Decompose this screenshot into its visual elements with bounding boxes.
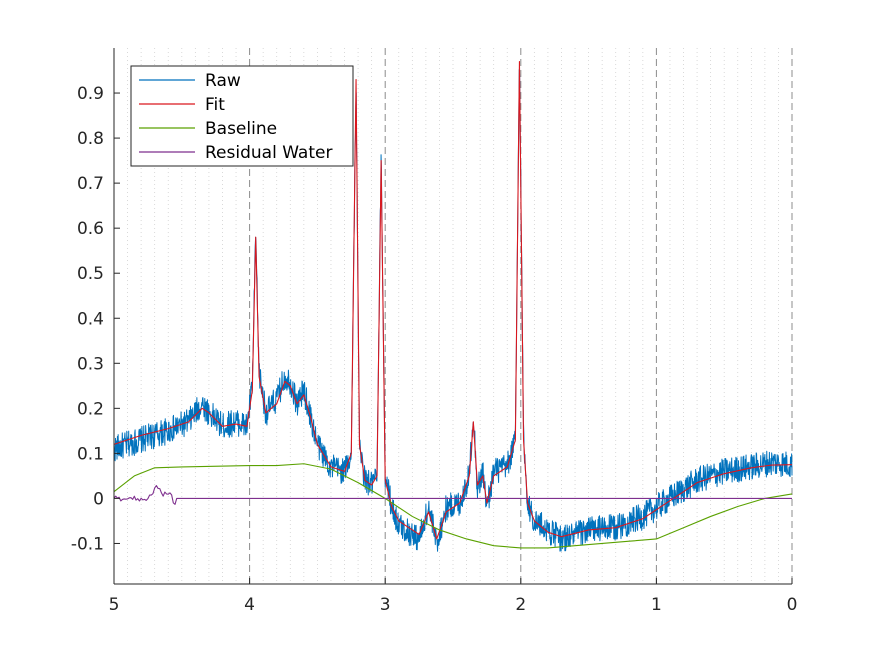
y-tick-label: 0.7 (77, 174, 104, 194)
y-tick-label: 0.6 (77, 219, 104, 239)
y-tick-label: 0.1 (77, 444, 104, 464)
legend-label: Fit (205, 95, 225, 115)
x-tick-label: 3 (380, 595, 391, 615)
tick-labels: 5 4 3 2 1 0 -0.1 0 0.1 0.2 0.3 0.4 0.5 0.6 0.7 0.8 0.9 (71, 84, 798, 615)
y-tick-label: 0 (93, 489, 104, 509)
series-line-residual-water (113, 485, 792, 505)
x-tick-label: 0 (787, 595, 798, 615)
series-line-baseline (113, 463, 793, 549)
y-tick-label: 0.3 (77, 354, 104, 374)
plot-series (113, 60, 793, 552)
x-tick-label: 2 (515, 595, 526, 615)
y-tick-label: 0.8 (77, 129, 104, 149)
x-tick-label: 4 (244, 595, 255, 615)
legend-box (130, 65, 354, 167)
x-tick-label: 1 (651, 595, 662, 615)
legend: Raw Fit Baseline Residual Water (130, 65, 354, 167)
y-tick-label: -0.1 (71, 534, 104, 554)
legend-label: Residual Water (205, 143, 332, 163)
y-tick-label: 0.9 (77, 84, 104, 104)
legend-label: Baseline (205, 119, 277, 139)
y-tick-label: 0.5 (77, 264, 104, 284)
x-tick-label: 5 (109, 595, 120, 615)
series-line-raw (113, 69, 793, 552)
legend-label: Raw (205, 71, 241, 91)
grid-lines (113, 48, 793, 584)
axes (113, 48, 793, 585)
series-line-fit (113, 60, 793, 540)
y-tick-label: 0.2 (77, 399, 104, 419)
y-tick-label: 0.4 (77, 309, 104, 329)
